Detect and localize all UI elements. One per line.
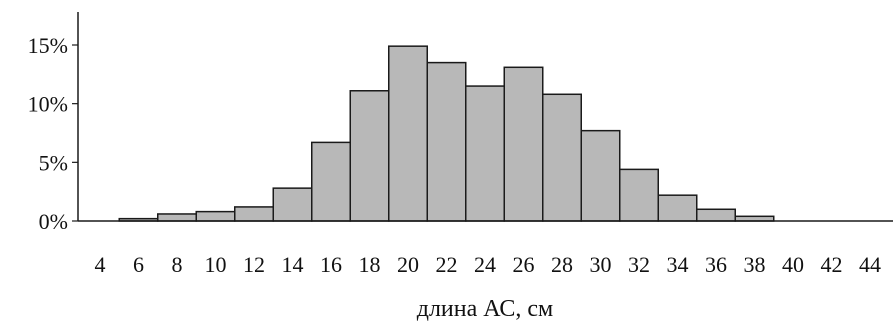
x-tick-label: 28 (551, 252, 573, 277)
x-tick-label: 6 (133, 252, 144, 277)
y-tick-label: 5% (39, 150, 68, 175)
y-axis: 0% 5% 10% 15% (28, 12, 79, 234)
x-tick-label: 16 (320, 252, 342, 277)
x-axis-title: длина АС, см (417, 296, 554, 322)
histogram-bar (272, 187, 313, 222)
x-tick-label: 38 (744, 252, 766, 277)
histogram-bar (465, 85, 505, 222)
histogram-bar (349, 90, 390, 222)
histogram-bar (311, 141, 351, 222)
x-tick-label: 4 (95, 252, 106, 277)
x-tick-label: 34 (667, 252, 689, 277)
histogram-bar (503, 66, 544, 222)
x-tick-label: 40 (782, 252, 804, 277)
y-tick-label: 10% (28, 92, 68, 117)
bars (118, 45, 775, 222)
x-tick-label: 18 (359, 252, 381, 277)
histogram-bar (580, 129, 621, 222)
x-tick-label: 24 (474, 252, 496, 277)
x-tick-label: 26 (513, 252, 535, 277)
x-tick-label: 44 (859, 252, 881, 277)
x-tick-label: 10 (205, 252, 227, 277)
histogram-bar (426, 61, 467, 222)
histogram-bar (234, 206, 274, 222)
histogram-bar (195, 210, 236, 222)
histogram-bar (619, 168, 659, 222)
x-tick-label: 22 (436, 252, 458, 277)
x-tick-label: 30 (590, 252, 612, 277)
y-tick-label: 0% (39, 209, 68, 234)
histogram-bar (542, 93, 582, 222)
x-tick-label: 36 (705, 252, 727, 277)
histogram-bar (657, 194, 698, 222)
histogram-bar (696, 208, 736, 222)
x-tick-label: 42 (821, 252, 843, 277)
x-tick-label: 32 (628, 252, 650, 277)
x-tick-label: 12 (243, 252, 265, 277)
histogram-bar (157, 213, 197, 222)
y-tick-label: 15% (28, 33, 68, 58)
x-tick-label: 8 (172, 252, 183, 277)
histogram-bar (388, 45, 428, 222)
x-axis: 4 6 8 10 12 14 16 18 20 22 24 26 28 30 32 34 36 38 40 42 44 (78, 220, 893, 277)
x-tick-label: 20 (397, 252, 419, 277)
x-tick-label: 14 (282, 252, 304, 277)
